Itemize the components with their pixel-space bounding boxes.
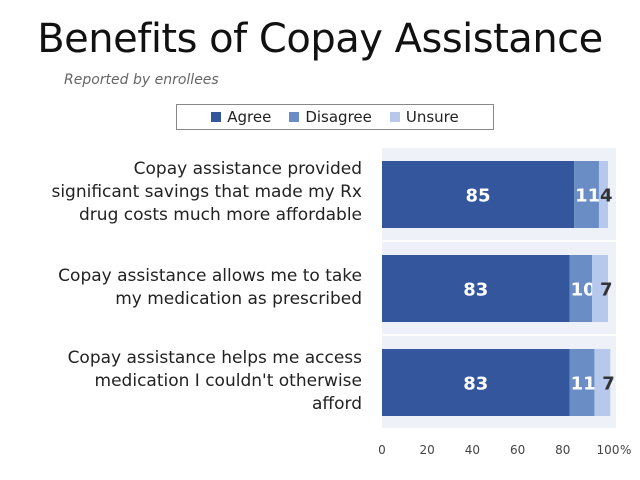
x-tick-label: 40	[465, 443, 480, 457]
data-label-agree-1: 85	[466, 186, 491, 207]
category-label-line: significant savings that made my Rx	[51, 182, 362, 202]
legend-item-agree: Agree	[211, 108, 271, 126]
bar-unsure-3	[594, 349, 611, 416]
category-label-line: my medication as prescribed	[115, 289, 362, 309]
x-tick-label: 80	[555, 443, 570, 457]
legend-item-unsure: Unsure	[389, 108, 459, 126]
bar-unsure-2	[592, 255, 608, 322]
bar-agree-3	[382, 349, 570, 416]
x-tick-label: 100	[597, 443, 620, 457]
data-label-agree-2: 83	[463, 280, 488, 301]
legend: Agree Disagree Unsure	[176, 104, 494, 130]
category-label-line: Copay assistance provided	[133, 159, 362, 179]
legend-swatch-agree	[211, 112, 222, 122]
category-label-3: Copay assistance helps me access medicat…	[32, 347, 362, 416]
data-label-agree-3: 83	[463, 374, 488, 395]
legend-label-unsure: Unsure	[405, 108, 459, 126]
legend-swatch-unsure	[389, 112, 400, 122]
data-label-unsure-1: 4	[600, 186, 613, 207]
legend-label-agree: Agree	[227, 108, 272, 126]
data-label-unsure-3: 7	[602, 374, 615, 395]
category-label-line: Copay assistance allows me to take	[58, 266, 362, 286]
category-label-line: medication I couldn't otherwise	[94, 371, 362, 391]
x-tick-label: 0	[378, 443, 386, 457]
chart-title: Benefits of Copay Assistance	[37, 16, 603, 62]
data-label-unsure-2: 7	[600, 280, 613, 301]
bar-agree-1	[382, 161, 575, 228]
category-label-line: drug costs much more affordable	[79, 205, 362, 225]
bar-disagree-1	[574, 161, 599, 228]
bar-disagree-2	[569, 255, 593, 322]
legend-item-disagree: Disagree	[289, 108, 372, 126]
category-label-line: Copay assistance helps me access	[67, 348, 362, 368]
x-tick-label: 60	[510, 443, 525, 457]
data-label-disagree-2: 10	[571, 280, 596, 301]
bar-unsure-1	[598, 161, 608, 228]
category-label-2: Copay assistance allows me to take my me…	[32, 265, 362, 311]
legend-label-disagree: Disagree	[305, 108, 372, 126]
category-label-line: afford	[311, 394, 362, 414]
data-label-disagree-1: 11	[575, 186, 600, 207]
x-tick-label: 20	[420, 443, 435, 457]
chart-subtitle: Reported by enrollees	[64, 72, 219, 88]
data-label-disagree-3: 11	[571, 374, 596, 395]
legend-swatch-disagree	[289, 112, 300, 122]
x-axis-unit: %	[620, 443, 631, 457]
bar-agree-2	[382, 255, 570, 322]
category-label-1: Copay assistance provided significant sa…	[32, 158, 362, 227]
bar-disagree-3	[569, 349, 595, 416]
